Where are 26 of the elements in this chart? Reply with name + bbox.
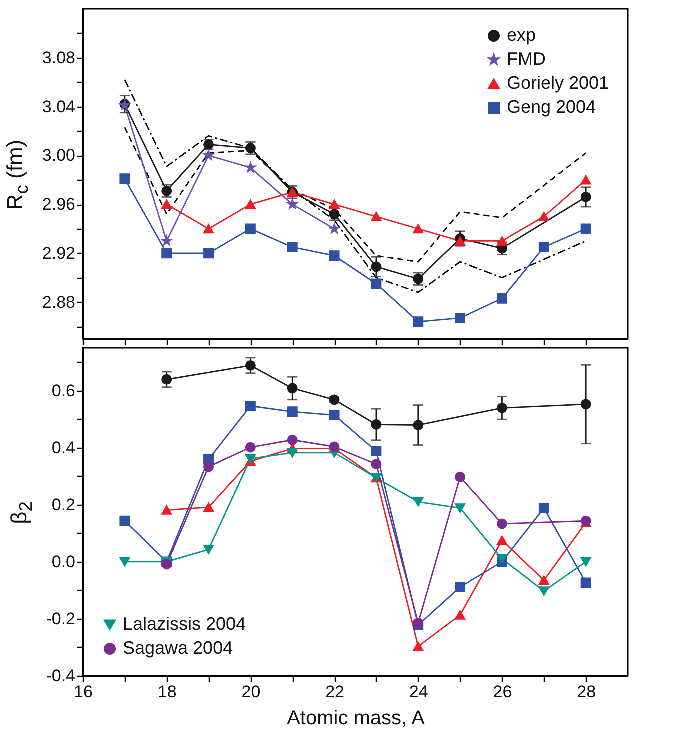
x-tick-label: 28 bbox=[577, 682, 596, 702]
legend-label: exp bbox=[507, 25, 536, 45]
y-tick-label: -0.4 bbox=[46, 666, 76, 686]
legend-label: FMD bbox=[507, 49, 546, 69]
x-tick-label: 20 bbox=[242, 682, 261, 702]
y-tick-label: -0.2 bbox=[46, 609, 76, 628]
x-tick-label: 24 bbox=[409, 682, 428, 702]
y-tick-label: 2.92 bbox=[42, 244, 76, 263]
x-tick-label: 16 bbox=[74, 682, 93, 702]
legend-label: Geng 2004 bbox=[507, 97, 596, 117]
y-tick-label: 0.0 bbox=[52, 552, 76, 572]
y-tick-label: 3.08 bbox=[42, 48, 76, 68]
legend-label: Sagawa 2004 bbox=[123, 638, 234, 658]
y-tick-label: 3.04 bbox=[42, 97, 76, 116]
y-tick-label: 0.2 bbox=[52, 495, 76, 514]
y-tick-label: 2.96 bbox=[42, 195, 76, 214]
y-tick-label: 3.00 bbox=[42, 146, 76, 166]
y-tick-label: 0.6 bbox=[52, 381, 76, 400]
y-tick-label: 2.88 bbox=[42, 292, 76, 312]
legend-label: Lalazissis 2004 bbox=[123, 614, 246, 634]
x-tick-label: 26 bbox=[493, 682, 512, 702]
y-tick-label: 0.4 bbox=[52, 438, 76, 458]
x-tick-label: 22 bbox=[326, 682, 344, 702]
legend-label: Goriely 2001 bbox=[507, 73, 610, 93]
x-axis-title: Atomic mass, A bbox=[287, 708, 426, 730]
x-tick-label: 18 bbox=[158, 682, 177, 702]
